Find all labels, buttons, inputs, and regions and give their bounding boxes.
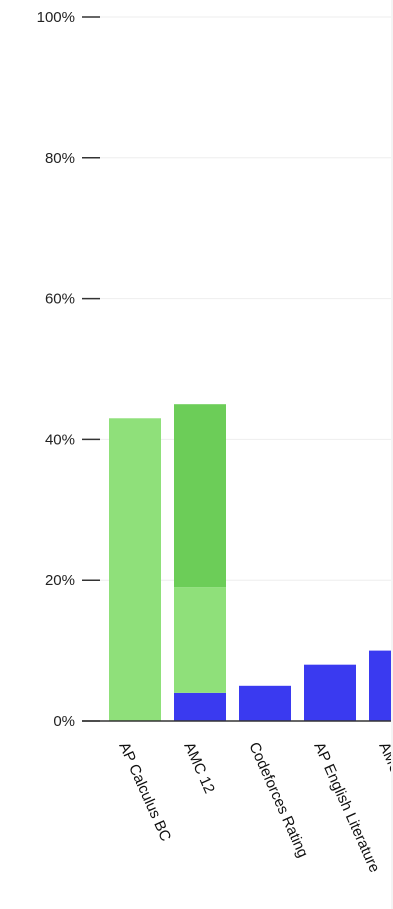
y-tick-label: 0% (53, 713, 75, 730)
x-tick-label: AMC 12 (180, 740, 218, 796)
y-tick-label: 80% (45, 150, 75, 167)
bar-segment (239, 685, 291, 721)
x-axis-labels: AP Calculus BC AMC 12 Codeforces RatingAP … (115, 740, 393, 875)
y-tick-label: 20% (45, 572, 75, 589)
x-tick-label: Codeforces Rating (245, 740, 311, 860)
x-tick-label: AP Calculus BC (115, 740, 174, 844)
bar-segment (174, 692, 226, 721)
bar-segment (174, 404, 226, 588)
bar-segment (304, 664, 356, 721)
bar-segment (109, 418, 161, 721)
y-tick-label: 40% (45, 431, 75, 448)
y-tick-label: 100% (37, 9, 75, 26)
bars (109, 404, 393, 721)
x-tick-label: AP English Literature (310, 740, 383, 875)
y-tick-label: 60% (45, 291, 75, 308)
bar-segment (174, 587, 226, 693)
panel-edge (391, 0, 393, 909)
y-axis: 0% 20% 40% 60% 80% 100% (37, 9, 100, 730)
bar-segment (369, 650, 393, 721)
